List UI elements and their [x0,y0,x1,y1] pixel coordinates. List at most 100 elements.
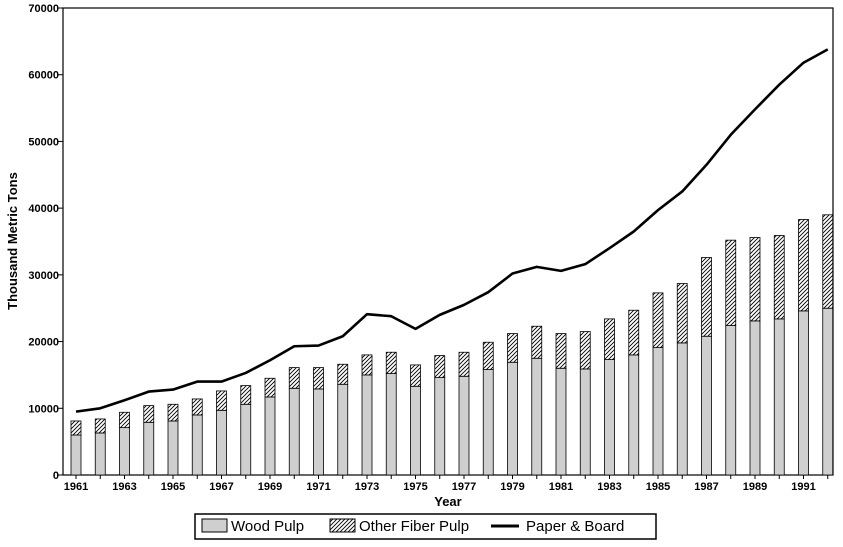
x-tick-label: 1983 [597,481,621,493]
legend-label-other-fiber-pulp: Other Fiber Pulp [359,518,469,535]
bar-wood-pulp [628,354,640,476]
bar-wood-pulp [458,375,470,476]
bar-wood-pulp [555,367,567,476]
bar-other-fiber-pulp [191,398,203,416]
bar-wood-pulp [507,361,518,476]
bar-wood-pulp [604,359,615,476]
x-tick-label: 1967 [209,481,233,493]
y-tick-label: 40000 [28,203,59,215]
bar-other-fiber-pulp [507,333,518,363]
bar-other-fiber-pulp [822,214,834,309]
x-tick-label: 1963 [112,481,136,493]
x-tick-label: 1977 [452,481,476,493]
bar-wood-pulp [579,368,591,476]
legend-label-wood-pulp: Wood Pulp [231,518,304,535]
bar-other-fiber-pulp [410,364,421,387]
bar-wood-pulp [676,342,688,476]
x-tick-label: 1969 [258,481,282,493]
y-axis-title: Thousand Metric Tons [5,172,20,310]
bar-other-fiber-pulp [701,257,712,337]
bar-wood-pulp [337,383,349,476]
bar-wood-pulp [143,421,155,476]
x-tick-label: 1985 [646,481,670,493]
legend-label-paper-board: Paper & Board [526,518,624,535]
bar-other-fiber-pulp [94,418,106,434]
bar-wood-pulp [652,347,664,476]
bar-wood-pulp [749,320,761,476]
bar-wood-pulp [531,357,543,476]
line-paper-board [75,48,829,413]
bar-wood-pulp [482,369,494,476]
bar-other-fiber-pulp [167,403,179,422]
bar-wood-pulp [119,427,130,476]
bar-other-fiber-pulp [676,283,688,344]
y-tick-label: 0 [53,470,59,482]
bar-wood-pulp [361,374,373,476]
y-tick-label: 70000 [28,3,59,15]
x-tick-label: 1991 [791,481,815,493]
x-tick-label: 1961 [64,481,88,493]
bar-other-fiber-pulp [288,367,300,389]
bar-wood-pulp [410,385,421,476]
bar-wood-pulp [216,409,227,476]
bar-other-fiber-pulp [216,390,227,411]
bar-other-fiber-pulp [798,219,809,312]
bar-other-fiber-pulp [604,318,615,360]
bar-wood-pulp [385,373,397,476]
bar-other-fiber-pulp [143,405,155,423]
y-tick-label: 50000 [28,136,59,148]
x-tick-label: 1973 [355,481,379,493]
bar-other-fiber-pulp [628,309,640,356]
x-tick-label: 1987 [694,481,718,493]
legend-swatch-other-fiber-pulp [329,518,356,533]
plot-frame [62,7,834,476]
bar-wood-pulp [167,420,179,476]
bar-wood-pulp [725,325,737,476]
bar-other-fiber-pulp [70,420,82,436]
y-tick-label: 60000 [28,70,59,82]
bar-wood-pulp [288,387,300,476]
bar-wood-pulp [313,388,324,476]
bar-other-fiber-pulp [725,239,737,326]
bar-other-fiber-pulp [434,355,446,378]
bar-wood-pulp [70,434,82,476]
bar-other-fiber-pulp [458,351,470,377]
bar-other-fiber-pulp [773,235,785,320]
bar-wood-pulp [798,310,809,476]
bar-other-fiber-pulp [240,385,252,405]
bar-wood-pulp [240,403,252,476]
bar-other-fiber-pulp [385,351,397,374]
bar-other-fiber-pulp [337,363,349,385]
y-tick-label: 10000 [28,403,59,415]
x-tick-label: 1979 [500,481,524,493]
x-tick-label: 1989 [743,481,767,493]
x-tick-label: 1971 [306,481,330,493]
bar-wood-pulp [94,432,106,476]
bar-other-fiber-pulp [579,331,591,370]
bar-wood-pulp [434,377,446,476]
y-tick-label: 30000 [28,270,59,282]
legend-frame [194,513,657,540]
bar-wood-pulp [191,414,203,476]
bar-other-fiber-pulp [555,333,567,369]
bar-other-fiber-pulp [264,377,276,398]
x-tick-label: 1975 [403,481,427,493]
legend: Wood Pulp Other Fiber Pulp Paper & Board [194,513,657,540]
bar-other-fiber-pulp [361,354,373,376]
bar-wood-pulp [773,318,785,476]
x-tick-label: 1965 [161,481,185,493]
bar-other-fiber-pulp [119,411,130,429]
bar-other-fiber-pulp [313,367,324,390]
y-tick-label: 20000 [28,337,59,349]
bar-wood-pulp [701,335,712,476]
bar-other-fiber-pulp [531,325,543,359]
bar-wood-pulp [822,307,834,476]
bar-other-fiber-pulp [749,237,761,322]
bar-other-fiber-pulp [482,341,494,370]
bar-other-fiber-pulp [652,292,664,348]
x-axis-title: Year [434,494,461,509]
x-tick-label: 1981 [549,481,573,493]
legend-swatch-wood-pulp [201,518,228,533]
bar-wood-pulp [264,396,276,476]
